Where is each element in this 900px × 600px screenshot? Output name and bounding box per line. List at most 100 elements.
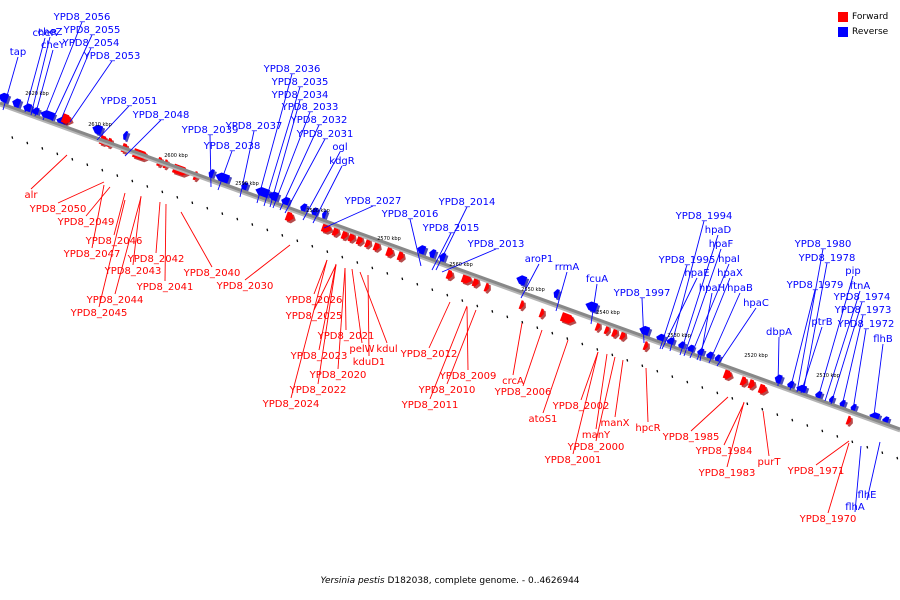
- caption-organism: Yersinia pestis: [320, 576, 385, 586]
- leader-ypd8-2023: [318, 263, 337, 351]
- feature-dot-35: [521, 320, 524, 324]
- gene-label-ypd8-2048: YPD8_2048: [132, 110, 190, 121]
- leader-ypd8-2025: [313, 264, 337, 311]
- gene-label-ypd8-2011: YPD8_2011: [401, 400, 459, 411]
- leader-ypd8-2034: [269, 99, 301, 208]
- gene-label-hpae: hpaE: [684, 268, 709, 279]
- scale-tick-label: 2580 kbp: [306, 208, 330, 214]
- feature-dot-13: [191, 201, 194, 205]
- scale-tick-label: 2570 kbp: [377, 236, 401, 242]
- leader-ypd8-2014: [435, 206, 468, 271]
- leader-atos1: [542, 339, 569, 414]
- forward-gene-arrow-18: [385, 246, 394, 257]
- gene-label-hpcr: hpcR: [635, 423, 660, 434]
- gene-label-rrma: rrmA: [555, 262, 580, 273]
- leader-ypd8-2036: [256, 73, 293, 204]
- leader-ypd8-2038: [217, 150, 233, 191]
- feature-dot-20: [296, 239, 299, 243]
- gene-label-hpac: hpaC: [743, 298, 769, 309]
- gene-label-dbpa: dbpA: [766, 327, 792, 338]
- forward-gene-arrow-24: [518, 300, 524, 310]
- leader-ypd8-2031: [284, 138, 326, 214]
- leader-flha: [854, 445, 862, 513]
- forward-gene-arrow-13: [340, 229, 348, 240]
- gene-label-ypd8-2016: YPD8_2016: [381, 209, 439, 220]
- forward-gene-arrow-25-shadow: [540, 310, 546, 320]
- leader-ypd8-2009: [466, 306, 469, 371]
- feature-dot-50: [746, 402, 749, 406]
- forward-swatch: [838, 11, 848, 22]
- leader-ypd8-1997: [641, 297, 645, 344]
- gene-label-ypd8-1979: YPD8_1979: [786, 280, 844, 291]
- leader-ypd8-2037: [239, 130, 255, 198]
- reverse-gene-arrow-8: [123, 131, 129, 141]
- gene-label-ypd8-2036: YPD8_2036: [263, 64, 321, 75]
- leader-ypd8-2051: [96, 105, 130, 141]
- gene-label-ypd8-2034: YPD8_2034: [271, 90, 329, 101]
- leader-ypd8-2043: [132, 195, 142, 266]
- gene-label-ogl: ogl: [332, 142, 347, 153]
- gene-label-ypd8-1994: YPD8_1994: [675, 211, 733, 222]
- forward-gene-arrow-31-shadow: [644, 343, 650, 353]
- gene-label-flhe: flhE: [858, 490, 877, 501]
- gene-label-ypd8-2006: YPD8_2006: [494, 387, 552, 398]
- gene-label-pip: pip: [845, 266, 860, 277]
- leader-ypd8-2015: [431, 232, 452, 271]
- feature-dot-4: [56, 152, 59, 156]
- leader-ypd8-1994: [669, 220, 705, 352]
- leader-ypd8-2030: [244, 244, 291, 281]
- leader-kdud1: [367, 274, 370, 357]
- gene-label-ypd8-1972: YPD8_1972: [837, 319, 895, 330]
- feature-dot-31: [461, 299, 464, 302]
- strand-legend: Forward Reverse: [838, 9, 888, 39]
- leader-ypd8-2040: [180, 211, 213, 268]
- feature-dot-58: [866, 445, 869, 449]
- reverse-swatch: [838, 26, 848, 37]
- feature-dot-10: [146, 185, 149, 188]
- gene-label-ypd8-2023: YPD8_2023: [290, 351, 348, 362]
- scale-ticks: 2620 kbp 2610 kbp 2600 kbp 2590 kbp 2580 kbp…: [25, 91, 840, 379]
- forward-gene-arrow-28-shadow: [605, 327, 611, 337]
- gene-label-ypd8-2001: YPD8_2001: [544, 455, 602, 466]
- forward-gene-arrow-32: [722, 369, 732, 380]
- leader-ptrb: [800, 326, 823, 394]
- leader-lines: [2, 21, 884, 514]
- gene-label-ypd8-1997: YPD8_1997: [613, 288, 671, 299]
- leader-ypd8-1972: [852, 328, 867, 411]
- leader-chey: [34, 49, 54, 117]
- feature-dot-51: [761, 407, 764, 411]
- reverse-gene-arrow-9: [208, 169, 215, 179]
- gene-label-ypd8-2000: YPD8_2000: [567, 442, 625, 453]
- gene-label-ypd8-2032: YPD8_2032: [290, 115, 348, 126]
- backbone-shadow: [0, 103, 900, 433]
- leader-hpcr: [645, 367, 649, 423]
- leader-ypd8-2002: [580, 351, 599, 401]
- legend-reverse: Reverse: [838, 24, 888, 39]
- feature-dot-52: [776, 413, 779, 417]
- gene-label-ypd8-2030: YPD8_2030: [216, 281, 274, 292]
- gene-label-ypd8-1978: YPD8_1978: [798, 253, 856, 264]
- reverse-gene-arrow-32: [774, 374, 783, 385]
- leader-ypd8-2033: [272, 111, 311, 209]
- gene-label-ypd8-2033: YPD8_2033: [281, 102, 339, 113]
- gene-label-ypd8-2022: YPD8_2022: [289, 385, 347, 396]
- feature-dot-40: [596, 348, 599, 351]
- gene-label-ypd8-2025: YPD8_2025: [285, 311, 343, 322]
- forward-gene-arrow-23: [483, 282, 489, 292]
- leader-ypd8-2011: [429, 305, 468, 400]
- gene-label-atos1: atoS1: [529, 414, 558, 425]
- gene-label-hpad: hpaD: [705, 225, 732, 236]
- backbone-line: [0, 101, 900, 431]
- gene-label-ypd8-2014: YPD8_2014: [438, 197, 496, 208]
- leader-hpab: [708, 292, 741, 364]
- leader-ypd8-2039: [209, 134, 212, 188]
- scale-tick-label: 2550 kbp: [521, 287, 545, 293]
- forward-gene-arrow-14: [347, 232, 355, 242]
- feature-dot-41: [611, 353, 614, 357]
- feature-dot-26: [386, 272, 389, 275]
- gene-label-pelw: pelW: [349, 344, 374, 355]
- leader-ftna: [824, 290, 861, 402]
- leader-ypd8-2001: [572, 351, 599, 455]
- gene-label-ypd8-2053: YPD8_2053: [83, 51, 141, 62]
